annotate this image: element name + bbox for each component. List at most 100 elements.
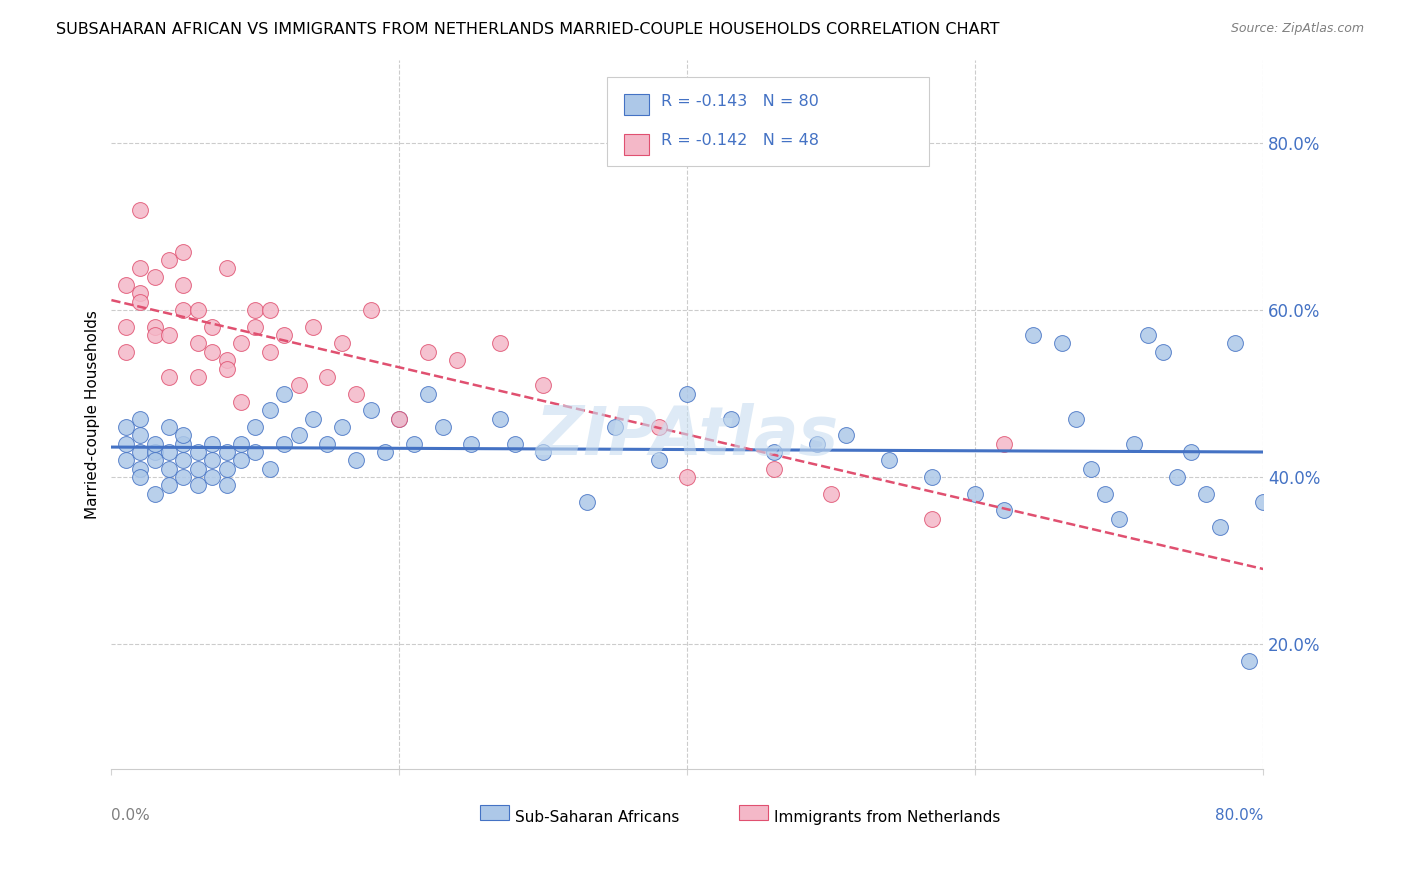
FancyBboxPatch shape bbox=[740, 805, 768, 821]
Point bbox=[172, 428, 194, 442]
Point bbox=[172, 470, 194, 484]
Point bbox=[201, 436, 224, 450]
Point bbox=[302, 411, 325, 425]
Point bbox=[129, 445, 152, 459]
Text: ZIPAtlas: ZIPAtlas bbox=[536, 403, 839, 469]
Point bbox=[993, 436, 1015, 450]
Point bbox=[259, 461, 281, 475]
Point bbox=[114, 436, 136, 450]
Point bbox=[676, 470, 699, 484]
Point bbox=[273, 436, 295, 450]
Point bbox=[489, 336, 512, 351]
Point bbox=[330, 420, 353, 434]
Point bbox=[806, 436, 828, 450]
Point bbox=[259, 303, 281, 318]
Point bbox=[215, 261, 238, 276]
Point bbox=[316, 370, 339, 384]
Point bbox=[245, 319, 267, 334]
Point bbox=[432, 420, 454, 434]
Point bbox=[762, 445, 785, 459]
Point bbox=[489, 411, 512, 425]
Point bbox=[215, 445, 238, 459]
Text: Source: ZipAtlas.com: Source: ZipAtlas.com bbox=[1230, 22, 1364, 36]
Point bbox=[1152, 344, 1174, 359]
Point bbox=[245, 303, 267, 318]
Point bbox=[402, 436, 425, 450]
Point bbox=[287, 428, 309, 442]
Point bbox=[360, 303, 382, 318]
FancyBboxPatch shape bbox=[607, 78, 929, 166]
Point bbox=[1195, 487, 1218, 501]
Point bbox=[921, 470, 943, 484]
Text: Sub-Saharan Africans: Sub-Saharan Africans bbox=[515, 810, 679, 825]
Point bbox=[129, 286, 152, 301]
Point bbox=[114, 344, 136, 359]
Point bbox=[201, 470, 224, 484]
Point bbox=[605, 420, 627, 434]
Point bbox=[201, 319, 224, 334]
Point bbox=[1209, 520, 1232, 534]
Point bbox=[172, 453, 194, 467]
Point bbox=[129, 461, 152, 475]
Point bbox=[1253, 495, 1275, 509]
Point bbox=[143, 269, 166, 284]
Point bbox=[143, 436, 166, 450]
Text: 80.0%: 80.0% bbox=[1215, 808, 1264, 823]
Point bbox=[187, 370, 209, 384]
Text: SUBSAHARAN AFRICAN VS IMMIGRANTS FROM NETHERLANDS MARRIED-COUPLE HOUSEHOLDS CORR: SUBSAHARAN AFRICAN VS IMMIGRANTS FROM NE… bbox=[56, 22, 1000, 37]
Point bbox=[1022, 328, 1045, 343]
Point bbox=[245, 445, 267, 459]
Point bbox=[418, 386, 440, 401]
Point bbox=[316, 436, 339, 450]
Point bbox=[762, 461, 785, 475]
Point bbox=[129, 411, 152, 425]
Point bbox=[157, 420, 180, 434]
Point bbox=[460, 436, 482, 450]
Point bbox=[531, 445, 554, 459]
Point bbox=[187, 303, 209, 318]
Text: Immigrants from Netherlands: Immigrants from Netherlands bbox=[773, 810, 1000, 825]
Point bbox=[129, 470, 152, 484]
Point bbox=[1223, 336, 1246, 351]
Point bbox=[157, 252, 180, 267]
Point bbox=[114, 319, 136, 334]
Point bbox=[1137, 328, 1160, 343]
Point bbox=[388, 411, 411, 425]
Point bbox=[1180, 445, 1202, 459]
Point bbox=[676, 386, 699, 401]
Point bbox=[259, 344, 281, 359]
Point bbox=[229, 453, 252, 467]
Point bbox=[446, 353, 468, 368]
Point bbox=[114, 453, 136, 467]
Point bbox=[1080, 461, 1102, 475]
Point bbox=[143, 453, 166, 467]
Point bbox=[330, 336, 353, 351]
Point bbox=[187, 461, 209, 475]
Point bbox=[215, 353, 238, 368]
Point bbox=[1237, 654, 1260, 668]
Point bbox=[344, 386, 367, 401]
Point bbox=[575, 495, 598, 509]
Point bbox=[273, 328, 295, 343]
Point bbox=[143, 328, 166, 343]
Text: 0.0%: 0.0% bbox=[111, 808, 150, 823]
Point bbox=[374, 445, 396, 459]
Point bbox=[157, 445, 180, 459]
Point bbox=[143, 445, 166, 459]
Point bbox=[157, 370, 180, 384]
Point bbox=[157, 328, 180, 343]
Point bbox=[187, 445, 209, 459]
Text: R = -0.142   N = 48: R = -0.142 N = 48 bbox=[661, 133, 818, 148]
Point bbox=[921, 512, 943, 526]
Point bbox=[215, 361, 238, 376]
Point bbox=[273, 386, 295, 401]
FancyBboxPatch shape bbox=[624, 94, 650, 115]
Point bbox=[1166, 470, 1188, 484]
Point bbox=[157, 478, 180, 492]
Point bbox=[187, 478, 209, 492]
Point bbox=[201, 453, 224, 467]
Point bbox=[993, 503, 1015, 517]
Point bbox=[172, 303, 194, 318]
Point bbox=[129, 428, 152, 442]
Point bbox=[129, 261, 152, 276]
